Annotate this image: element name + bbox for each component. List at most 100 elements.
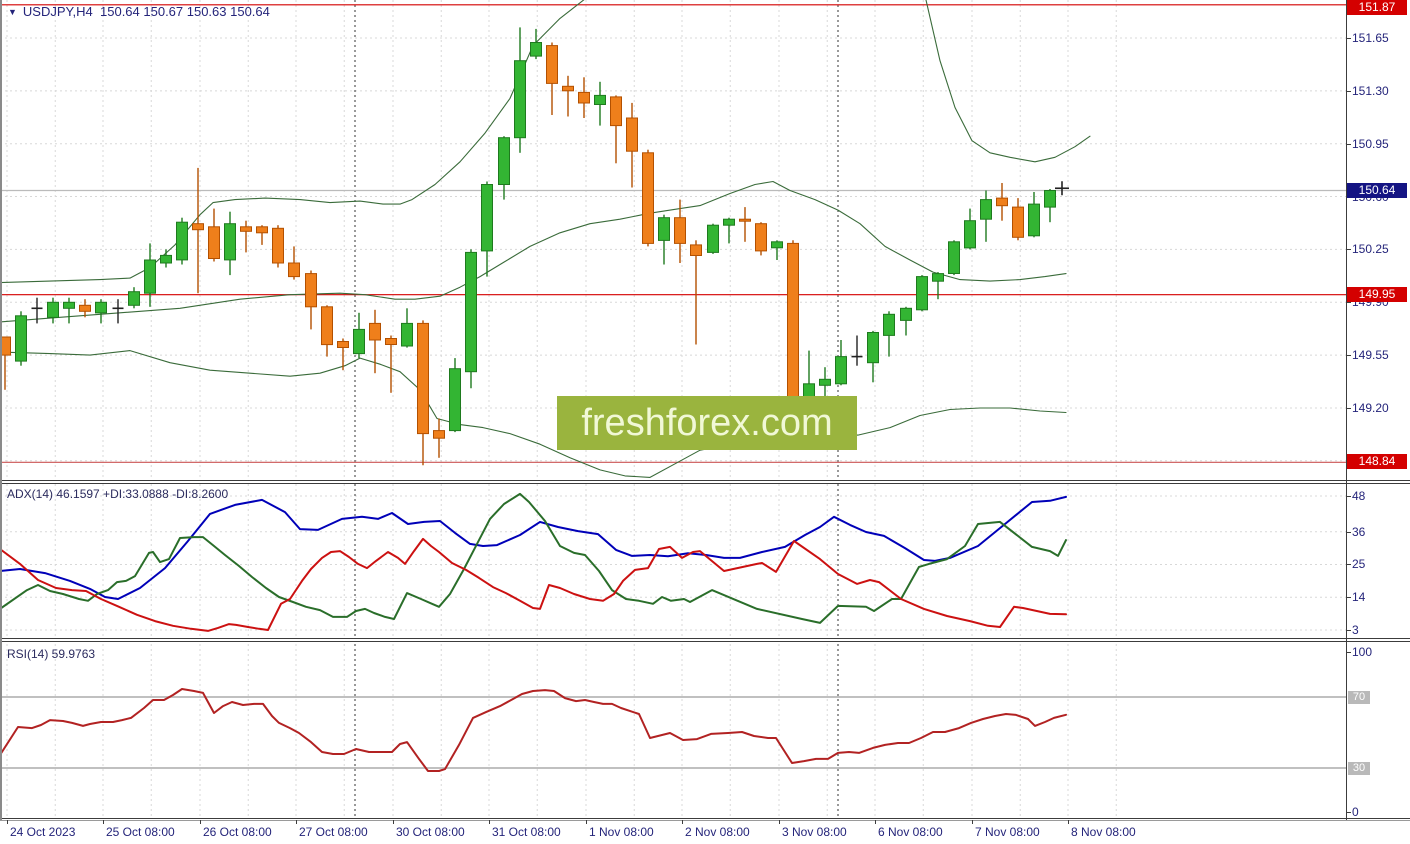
candle-body (964, 220, 976, 249)
candle[interactable] (514, 27, 526, 153)
candle[interactable] (144, 243, 156, 307)
rsi-indicator-panel[interactable] (0, 644, 1346, 818)
candle[interactable] (916, 275, 928, 312)
candle[interactable] (883, 311, 895, 357)
time-axis-tick (7, 820, 8, 824)
candle[interactable] (160, 249, 172, 268)
candle[interactable] (498, 136, 510, 200)
candle-body (144, 259, 156, 294)
candle[interactable] (0, 336, 11, 390)
adx-axis-label: 48 (1352, 489, 1366, 503)
candle[interactable] (176, 217, 188, 265)
candle[interactable] (626, 102, 638, 188)
candle[interactable] (530, 28, 542, 60)
axis-tick (1346, 302, 1351, 304)
time-axis-line (0, 820, 1410, 821)
candle[interactable] (562, 75, 574, 117)
symbol-dropdown-icon[interactable]: ▼ (8, 7, 17, 17)
axis-tick (1346, 564, 1351, 566)
candle[interactable] (964, 208, 976, 250)
candle[interactable] (305, 270, 317, 330)
candle[interactable] (47, 297, 59, 324)
candle-body (288, 262, 300, 278)
candle[interactable] (642, 149, 654, 247)
candle[interactable] (272, 225, 284, 268)
candle[interactable] (980, 190, 992, 242)
candle-body (1028, 203, 1040, 237)
candle-body (626, 117, 638, 152)
candle[interactable] (1012, 198, 1024, 241)
candle[interactable] (594, 81, 606, 126)
candle[interactable] (31, 297, 43, 324)
candle-body (546, 45, 558, 84)
candle[interactable] (417, 320, 429, 466)
candle[interactable] (288, 246, 300, 280)
candle[interactable] (755, 222, 767, 256)
candle[interactable] (610, 95, 622, 164)
price-axis-label: 149.55 (1352, 348, 1389, 363)
price-chart-panel[interactable] (0, 0, 1346, 480)
panel-separator[interactable] (0, 480, 1410, 481)
candle[interactable] (658, 214, 670, 265)
candle[interactable] (932, 272, 944, 300)
candle[interactable] (337, 338, 349, 371)
candle[interactable] (128, 287, 140, 309)
axis-tick (1346, 496, 1351, 497)
candle[interactable] (433, 418, 445, 458)
time-axis-label: 2 Nov 08:00 (685, 825, 750, 839)
candle[interactable] (256, 225, 268, 245)
price-badge-151.87: 151.87 (1347, 0, 1407, 15)
candle[interactable] (449, 358, 461, 433)
candle[interactable] (1044, 189, 1056, 223)
candle[interactable] (723, 217, 735, 244)
candle[interactable] (819, 367, 831, 398)
candle[interactable] (112, 299, 124, 324)
axis-tick (1346, 407, 1351, 409)
candle[interactable] (401, 308, 413, 348)
rsi-axis-label: 100 (1352, 645, 1373, 659)
candle[interactable] (771, 240, 783, 260)
candle[interactable] (95, 299, 107, 324)
candle-body (787, 242, 799, 421)
candle[interactable] (240, 220, 252, 253)
candle[interactable] (208, 208, 220, 262)
candle[interactable] (353, 312, 365, 359)
chart-header: ▼ USDJPY,H4 150.64 150.67 150.63 150.64 (8, 4, 270, 19)
adx-axis-label: 36 (1352, 524, 1366, 539)
adx-indicator-panel[interactable] (0, 484, 1346, 638)
candle-body (723, 218, 735, 226)
candle[interactable] (321, 305, 333, 357)
candle-body (176, 221, 188, 261)
candle-body (819, 378, 831, 386)
candle[interactable] (851, 335, 863, 366)
candle[interactable] (481, 181, 493, 277)
candle-body (433, 430, 445, 439)
candle[interactable] (867, 330, 879, 383)
panel-separator[interactable] (0, 638, 1410, 639)
candle[interactable] (224, 211, 236, 276)
candle-body (47, 301, 59, 318)
candle[interactable] (546, 42, 558, 116)
time-axis-label: 24 Oct 2023 (10, 825, 76, 839)
candle[interactable] (674, 199, 686, 263)
time-axis-label: 3 Nov 08:00 (782, 825, 847, 839)
candle[interactable] (1028, 192, 1040, 238)
candle[interactable] (948, 240, 960, 276)
candle[interactable] (578, 77, 590, 118)
candle-body (594, 94, 606, 106)
candle[interactable] (465, 249, 477, 389)
candle[interactable] (690, 240, 702, 345)
candle[interactable] (192, 167, 204, 294)
candle[interactable] (79, 299, 91, 318)
candle[interactable] (385, 335, 397, 393)
candle[interactable] (900, 306, 912, 336)
candle[interactable] (63, 297, 75, 324)
candle[interactable] (835, 340, 847, 386)
candle[interactable] (707, 223, 719, 254)
candle[interactable] (369, 309, 381, 374)
candle[interactable] (15, 311, 27, 366)
candle[interactable] (996, 183, 1008, 221)
time-axis-tick (779, 820, 780, 824)
candle-body (224, 223, 236, 261)
candle[interactable] (739, 207, 751, 242)
